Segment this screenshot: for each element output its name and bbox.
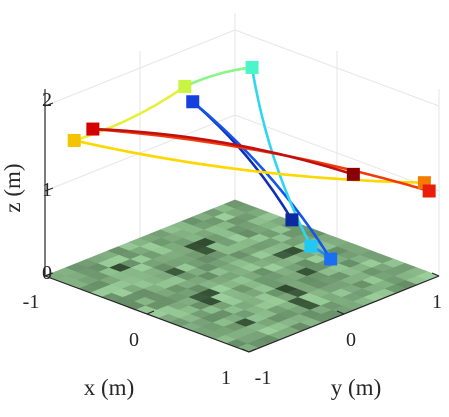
z-tick-mark bbox=[44, 102, 54, 107]
waypoint-marker bbox=[285, 213, 299, 227]
waypoint-marker bbox=[346, 167, 360, 181]
axis-labels: x (m) y (m) z (m) bbox=[0, 163, 381, 400]
waypoint-markers bbox=[67, 60, 436, 266]
trajectory-segment bbox=[72, 139, 426, 184]
z-tick-mark bbox=[44, 187, 54, 192]
floor-map bbox=[44, 199, 440, 353]
waypoint-marker bbox=[186, 95, 200, 109]
trajectory-segment bbox=[191, 100, 294, 222]
y-tick-mark bbox=[241, 348, 250, 353]
waypoint-marker bbox=[245, 60, 259, 74]
x-tick-mark bbox=[44, 272, 53, 277]
y-tick-mark bbox=[431, 272, 440, 277]
y-axis-label: y (m) bbox=[331, 375, 381, 400]
x-tick-0: -1 bbox=[23, 291, 40, 313]
trajectory-segment bbox=[250, 66, 313, 248]
y-tick-0: -1 bbox=[255, 367, 272, 389]
waypoint-marker bbox=[86, 122, 100, 136]
waypoint-marker bbox=[67, 133, 81, 147]
x-tick-mark bbox=[248, 348, 257, 353]
x-tick-1: 0 bbox=[129, 329, 139, 351]
y-tick-2: 1 bbox=[432, 291, 442, 313]
waypoint-marker bbox=[178, 79, 192, 93]
x-axis-label: x (m) bbox=[84, 375, 134, 400]
z-tick-0: 0 bbox=[42, 262, 52, 284]
z-tick-1: 1 bbox=[42, 179, 52, 201]
waypoint-marker bbox=[304, 239, 318, 253]
waypoint-marker bbox=[422, 184, 436, 198]
trajectory-segment bbox=[183, 66, 254, 88]
axes-box bbox=[44, 89, 440, 353]
y-tick-mark bbox=[336, 310, 345, 315]
trajectory-segment bbox=[91, 127, 355, 176]
x-tick-mark bbox=[146, 310, 155, 315]
z-axis-label: z (m) bbox=[0, 163, 25, 212]
z-tick-2: 2 bbox=[42, 89, 52, 111]
trajectory-segment bbox=[72, 85, 187, 142]
tick-labels: 0 1 2 -1 0 1 -1 0 1 bbox=[23, 89, 442, 389]
trajectory-segment bbox=[191, 100, 332, 261]
waypoint-marker bbox=[324, 252, 338, 266]
x-tick-2: 1 bbox=[221, 367, 231, 389]
y-tick-1: 0 bbox=[346, 329, 356, 351]
